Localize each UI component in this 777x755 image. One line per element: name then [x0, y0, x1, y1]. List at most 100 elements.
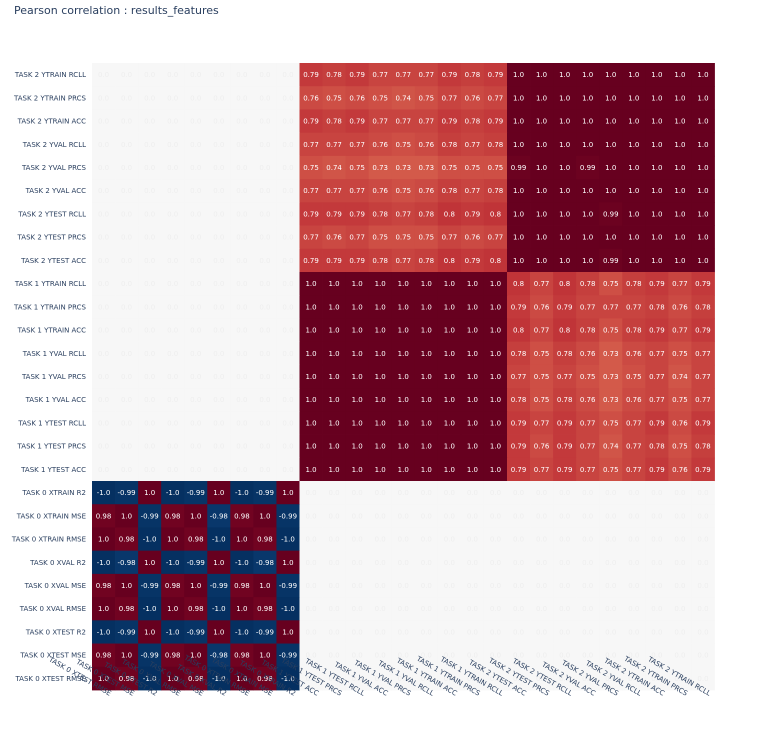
cell-value-label: 1.0	[697, 164, 708, 172]
heatmap-cell	[599, 527, 623, 552]
cell-value-label: 0.0	[213, 466, 224, 474]
cell-value-label: 0.0	[167, 71, 178, 79]
cell-value-label: 0.0	[167, 303, 178, 311]
heatmap-cell	[668, 504, 692, 528]
cell-value-label: 0.0	[651, 605, 662, 613]
cell-value-label: 1.0	[536, 234, 547, 242]
cell-value-label: 1.0	[490, 350, 501, 358]
row-label: TASK 1 YTEST PRCS	[17, 443, 87, 451]
heatmap-cell	[460, 434, 485, 459]
cell-value-label: 0.0	[651, 628, 662, 636]
heatmap-cell	[322, 248, 347, 273]
heatmap-cell	[391, 318, 416, 343]
cell-value-label: 1.0	[674, 257, 685, 265]
heatmap-cell	[691, 155, 715, 180]
heatmap-cell	[184, 155, 208, 180]
heatmap-cell	[299, 550, 323, 575]
heatmap-cell	[299, 504, 323, 528]
heatmap-cell	[276, 457, 300, 482]
heatmap-cell	[253, 179, 277, 203]
heatmap-cell	[507, 109, 531, 134]
row-label: TASK 1 YVAL RCLL	[22, 350, 86, 358]
heatmap-cell	[161, 457, 185, 482]
row-label: TASK 0 XTEST RMSE	[14, 675, 86, 683]
heatmap-cell	[645, 573, 669, 598]
cell-value-label: 0.0	[674, 605, 685, 613]
heatmap-cell	[414, 573, 439, 598]
heatmap-cell	[391, 364, 416, 389]
cell-value-label: 0.0	[282, 327, 293, 335]
cell-value-label: 0.0	[536, 582, 547, 590]
cell-value-label: 0.76	[534, 303, 550, 311]
cell-value-label: 0.0	[144, 141, 155, 149]
row-label: TASK 1 YVAL ACC	[25, 396, 87, 404]
heatmap-cell	[184, 63, 208, 87]
heatmap-cell	[391, 132, 416, 157]
cell-value-label: 0.0	[536, 628, 547, 636]
heatmap-cell	[92, 550, 116, 575]
heatmap-cell	[483, 341, 508, 366]
heatmap-cell	[115, 481, 139, 505]
heatmap-cell	[622, 225, 646, 250]
cell-value-label: -0.98	[210, 512, 228, 520]
heatmap-cell	[691, 132, 715, 157]
heatmap-cell	[92, 109, 116, 134]
cell-value-label: 0.78	[695, 443, 711, 451]
heatmap-cell	[622, 597, 646, 621]
cell-value-label: 1.0	[490, 327, 501, 335]
heatmap-cell	[230, 457, 254, 482]
cell-value-label: 0.98	[257, 675, 273, 683]
cell-value-label: 0.75	[672, 350, 688, 358]
heatmap-cell	[507, 388, 531, 412]
cell-value-label: 0.0	[259, 303, 270, 311]
heatmap-cell	[184, 666, 208, 691]
heatmap-cell	[622, 318, 646, 343]
cell-value-label: -0.98	[210, 652, 228, 660]
heatmap-cell	[645, 155, 669, 180]
cell-value-label: 1.0	[582, 71, 593, 79]
heatmap-cell	[622, 457, 646, 482]
cell-value-label: 0.98	[234, 582, 250, 590]
heatmap-cell	[345, 597, 370, 621]
heatmap-cell	[184, 620, 208, 644]
heatmap-cell	[92, 318, 116, 343]
cell-value-label: 0.0	[167, 373, 178, 381]
cell-value-label: 1.0	[651, 210, 662, 218]
heatmap-cell	[207, 411, 231, 435]
heatmap-cell	[437, 597, 462, 621]
cell-value-label: 1.0	[421, 350, 432, 358]
heatmap-cell	[668, 272, 692, 296]
heatmap-cell	[622, 504, 646, 528]
heatmap-cell	[276, 643, 300, 668]
cell-value-label: 0.0	[98, 327, 109, 335]
heatmap-cell	[138, 132, 162, 157]
cell-value-label: -1.0	[212, 536, 226, 544]
cell-value-label: 0.0	[444, 582, 455, 590]
heatmap-cell	[230, 666, 254, 691]
cell-value-label: 0.0	[98, 187, 109, 195]
cell-value-label: 0.0	[213, 94, 224, 102]
cell-value-label: 0.0	[98, 373, 109, 381]
heatmap-cell	[92, 573, 116, 598]
heatmap-cell	[414, 364, 439, 389]
heatmap-cell	[599, 643, 623, 668]
cell-value-label: 0.0	[259, 466, 270, 474]
cell-value-label: 0.0	[144, 443, 155, 451]
heatmap-cell	[599, 202, 623, 226]
cell-value-label: 0.98	[165, 512, 181, 520]
cell-value-label: 1.0	[282, 489, 293, 497]
heatmap-cell	[92, 481, 116, 505]
cell-value-label: 1.0	[536, 94, 547, 102]
cell-value-label: 0.0	[98, 303, 109, 311]
heatmap-cell	[460, 411, 485, 435]
cell-value-label: 1.0	[329, 280, 340, 288]
cell-value-label: 1.0	[329, 350, 340, 358]
cell-value-label: 0.0	[375, 489, 386, 497]
cell-value-label: 0.0	[98, 71, 109, 79]
heatmap-cell	[92, 457, 116, 482]
heatmap-cell	[507, 179, 531, 203]
cell-value-label: 0.0	[282, 187, 293, 195]
heatmap-cell	[460, 573, 485, 598]
heatmap-cell	[299, 202, 323, 226]
heatmap-cell	[115, 457, 139, 482]
